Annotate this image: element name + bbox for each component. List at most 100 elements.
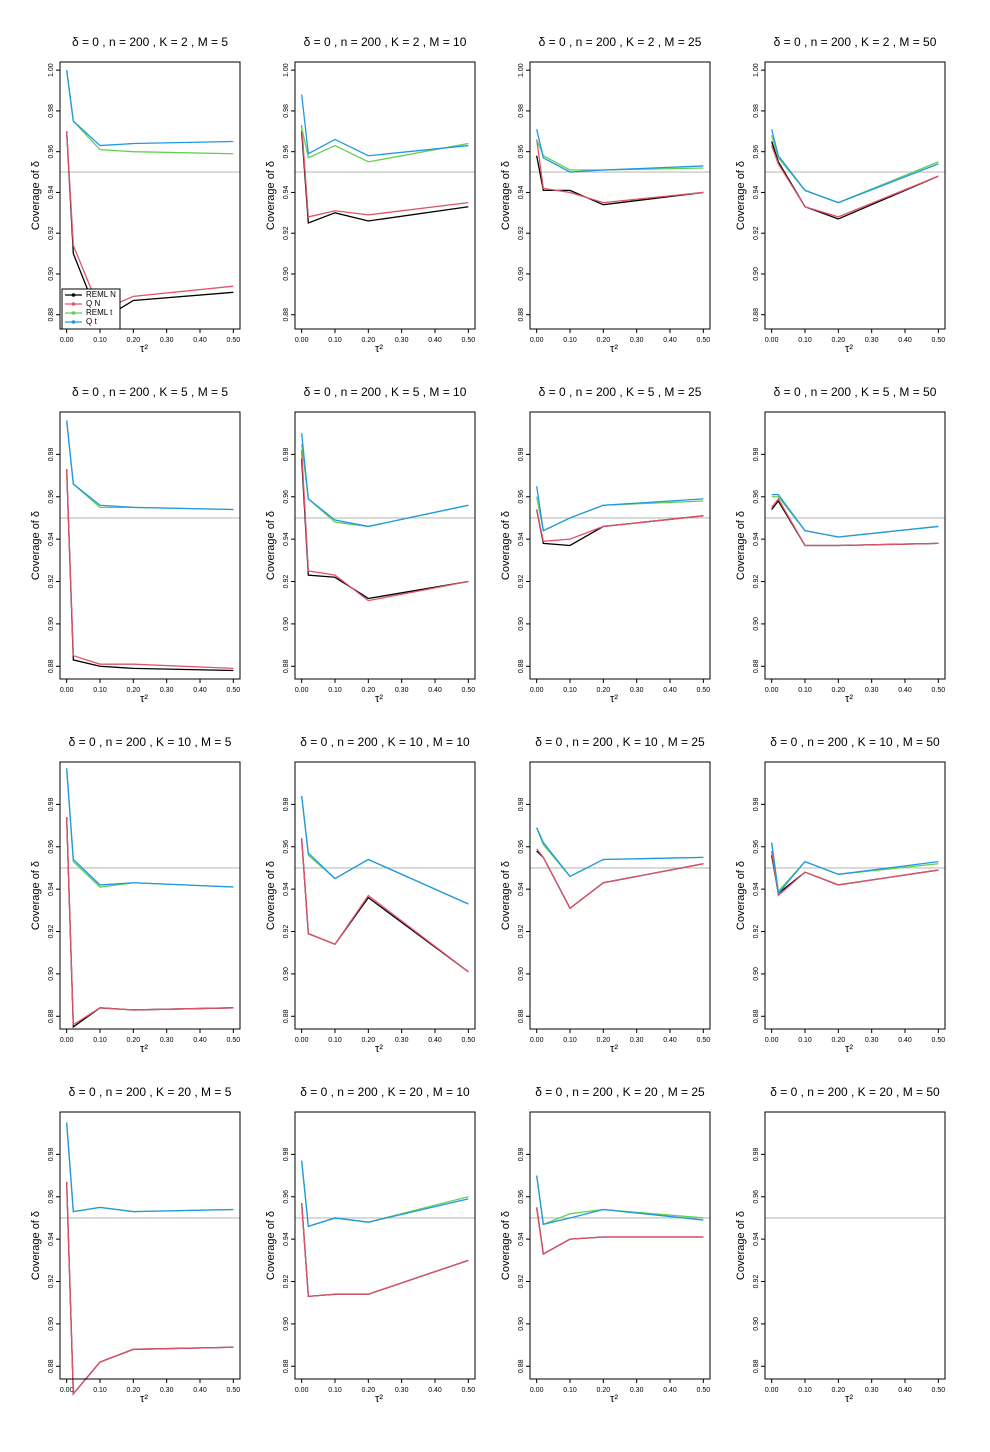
y-tick-label: 0.92 — [48, 226, 55, 240]
legend-marker — [71, 302, 76, 306]
y-tick-label: 0.88 — [283, 1009, 290, 1023]
y-tick-label: 0.98 — [283, 104, 290, 118]
y-axis-label: Coverage of δ — [30, 1211, 42, 1280]
y-tick-label: 0.94 — [48, 882, 55, 896]
x-tick-label: 0.10 — [328, 1387, 342, 1394]
x-tick-label: 0.40 — [898, 1387, 912, 1394]
legend-box — [61, 288, 121, 330]
plot-frame — [529, 411, 711, 680]
chart-title: δ = 0 , n = 200 , K = 10 , M = 5 — [69, 735, 232, 749]
series-line — [301, 795, 469, 905]
plot-frame — [764, 411, 946, 680]
y-tick-label: 0.96 — [753, 1190, 760, 1204]
x-tick-label: 0.00 — [295, 1037, 309, 1044]
x-tick-label: 0.00 — [60, 1037, 74, 1044]
y-tick-label: 0.92 — [48, 925, 55, 939]
y-tick-label: 0.92 — [48, 575, 55, 589]
x-tick-label: 0.10 — [93, 1387, 107, 1394]
x-tick-label: 0.10 — [798, 337, 812, 344]
y-axis-label: Coverage of δ — [735, 861, 747, 930]
y-tick-label: 0.96 — [48, 840, 55, 854]
x-tick-label: 0.50 — [697, 1037, 711, 1044]
x-tick-label: 0.40 — [428, 1387, 442, 1394]
y-tick-label: 0.94 — [753, 532, 760, 546]
x-tick-label: 0.10 — [93, 1037, 107, 1044]
y-tick-label: 0.90 — [283, 967, 290, 981]
y-tick-label: 0.98 — [48, 447, 55, 461]
x-tick-label: 0.50 — [697, 1387, 711, 1394]
y-axis-label: Coverage of δ — [500, 861, 512, 930]
y-tick-label: 0.96 — [518, 1190, 525, 1204]
y-tick-label: 0.90 — [283, 1317, 290, 1331]
series-line — [536, 509, 704, 542]
y-tick-label: 0.90 — [48, 967, 55, 981]
series-line — [771, 145, 939, 218]
x-axis-label: τ² — [845, 1043, 853, 1055]
x-tick-label: 0.10 — [328, 337, 342, 344]
y-tick-label: 0.88 — [518, 1009, 525, 1023]
y-tick-label: 0.90 — [753, 267, 760, 281]
series-line — [66, 817, 234, 1026]
plot-frame — [294, 411, 476, 680]
x-tick-label: 0.20 — [597, 1037, 611, 1044]
chart-title: δ = 0 , n = 200 , K = 2 , M = 50 — [774, 35, 937, 49]
y-axis-label: Coverage of δ — [265, 511, 277, 580]
y-tick-label: 0.88 — [518, 659, 525, 673]
y-tick-label: 0.88 — [518, 308, 525, 322]
x-tick-label: 0.10 — [798, 687, 812, 694]
y-tick-label: 0.88 — [283, 1359, 290, 1373]
y-tick-label: 0.94 — [283, 882, 290, 896]
x-tick-label: 0.20 — [127, 1037, 141, 1044]
x-tick-label: 0.30 — [630, 1037, 644, 1044]
y-tick-label: 0.90 — [283, 267, 290, 281]
series-line — [66, 1181, 234, 1396]
chart-title: δ = 0 , n = 200 , K = 20 , M = 10 — [300, 1085, 470, 1099]
y-tick-label: 0.92 — [518, 1275, 525, 1289]
y-tick-label: 0.94 — [518, 882, 525, 896]
series-line — [66, 469, 234, 670]
plot-frame — [59, 1111, 241, 1380]
x-tick-label: 0.30 — [160, 1387, 174, 1394]
x-tick-label: 0.20 — [832, 1387, 846, 1394]
y-axis-label: Coverage of δ — [735, 161, 747, 230]
series-line — [301, 1203, 469, 1298]
x-tick-label: 0.20 — [127, 1387, 141, 1394]
y-tick-label: 0.96 — [753, 840, 760, 854]
plot-frame — [764, 61, 946, 330]
plot-frame — [59, 61, 241, 330]
x-tick-label: 0.30 — [395, 1037, 409, 1044]
x-tick-label: 0.30 — [630, 1387, 644, 1394]
x-tick-label: 0.20 — [597, 337, 611, 344]
x-tick-label: 0.50 — [697, 687, 711, 694]
x-tick-label: 0.20 — [362, 1387, 376, 1394]
x-tick-label: 0.40 — [898, 1037, 912, 1044]
x-tick-label: 0.20 — [127, 687, 141, 694]
series-line — [536, 139, 704, 171]
x-tick-label: 0.00 — [60, 687, 74, 694]
x-axis-label: τ² — [140, 1393, 148, 1405]
y-tick-label: 0.94 — [48, 1232, 55, 1246]
legend-label: REML t — [86, 308, 113, 317]
x-tick-label: 0.10 — [328, 1037, 342, 1044]
x-axis-label: τ² — [140, 1043, 148, 1055]
y-axis-label: Coverage of δ — [265, 861, 277, 930]
y-axis-label: Coverage of δ — [500, 511, 512, 580]
series-line — [66, 70, 234, 147]
y-tick-label: 0.96 — [518, 840, 525, 854]
y-tick-label: 0.92 — [753, 1275, 760, 1289]
plot-frame — [764, 761, 946, 1030]
chart-title: δ = 0 , n = 200 , K = 20 , M = 50 — [770, 1085, 940, 1099]
y-tick-label: 0.98 — [518, 1147, 525, 1161]
x-tick-label: 0.30 — [395, 687, 409, 694]
plot-frame — [294, 761, 476, 1030]
y-tick-label: 0.98 — [753, 797, 760, 811]
y-axis-label: Coverage of δ — [500, 1211, 512, 1280]
y-tick-label: 0.92 — [518, 925, 525, 939]
y-tick-label: 0.92 — [283, 226, 290, 240]
y-tick-label: 0.98 — [283, 1147, 290, 1161]
x-tick-label: 0.30 — [630, 337, 644, 344]
series-line — [536, 827, 704, 878]
y-tick-label: 0.98 — [518, 447, 525, 461]
series-line — [301, 125, 469, 218]
